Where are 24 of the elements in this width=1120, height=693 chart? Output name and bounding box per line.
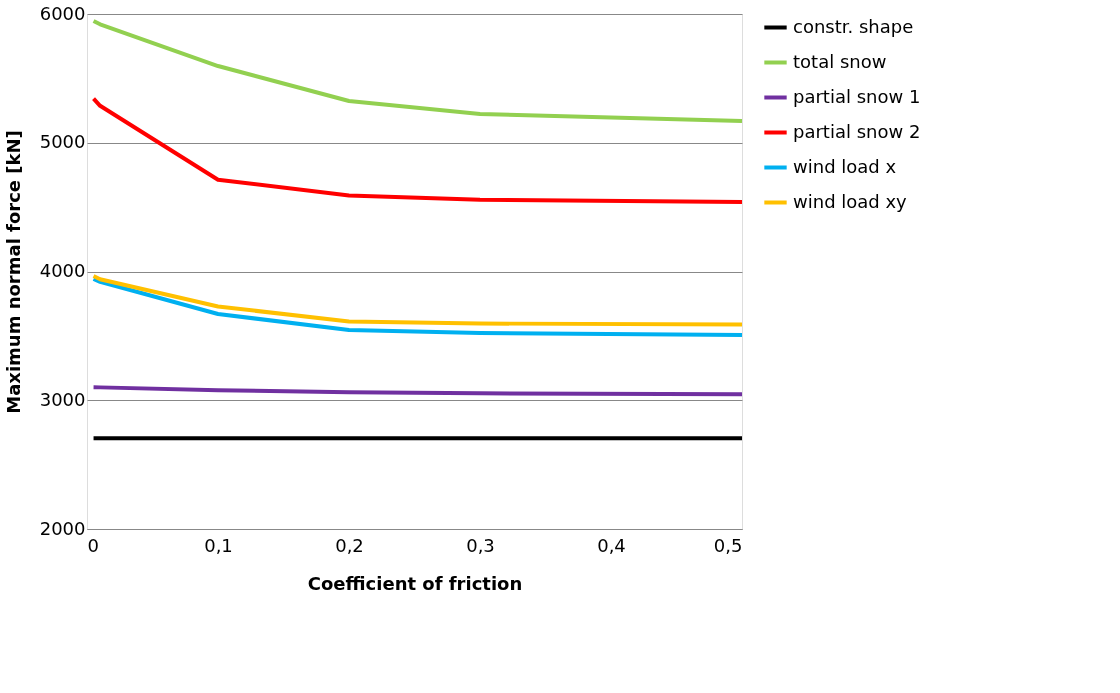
y-axis-title: Maximum normal force [kN]	[2, 130, 24, 414]
line-series	[91, 276, 744, 337]
line-series	[91, 96, 744, 204]
y-tick-label: 2000	[39, 517, 86, 539]
y-tick-label: 4000	[39, 260, 86, 281]
y-tick-label: 3000	[39, 388, 86, 410]
legend-label: constr. shape	[793, 15, 914, 37]
y-tick-label: 5000	[39, 131, 86, 153]
line-series	[91, 385, 744, 397]
y-tick-label: 6000	[39, 2, 86, 24]
legend-label: partial snow 2	[793, 120, 921, 142]
x-tick-label: 0,2	[335, 534, 364, 556]
x-tick-label: 0,1	[204, 534, 233, 556]
legend-label: partial snow 1	[793, 85, 921, 107]
legend-label: total snow	[793, 50, 887, 72]
x-axis-title: Coefficient of friction	[307, 572, 523, 594]
x-tick-label: 0,5	[713, 534, 743, 556]
x-tick-label: 0,4	[597, 534, 626, 556]
legend-label: wind load xy	[793, 190, 908, 212]
line-series	[91, 18, 744, 123]
x-tick-label: 0,3	[466, 534, 495, 556]
line-series	[91, 274, 744, 327]
x-tick-label: 0	[87, 534, 99, 556]
legend-label: wind load x	[793, 155, 897, 177]
